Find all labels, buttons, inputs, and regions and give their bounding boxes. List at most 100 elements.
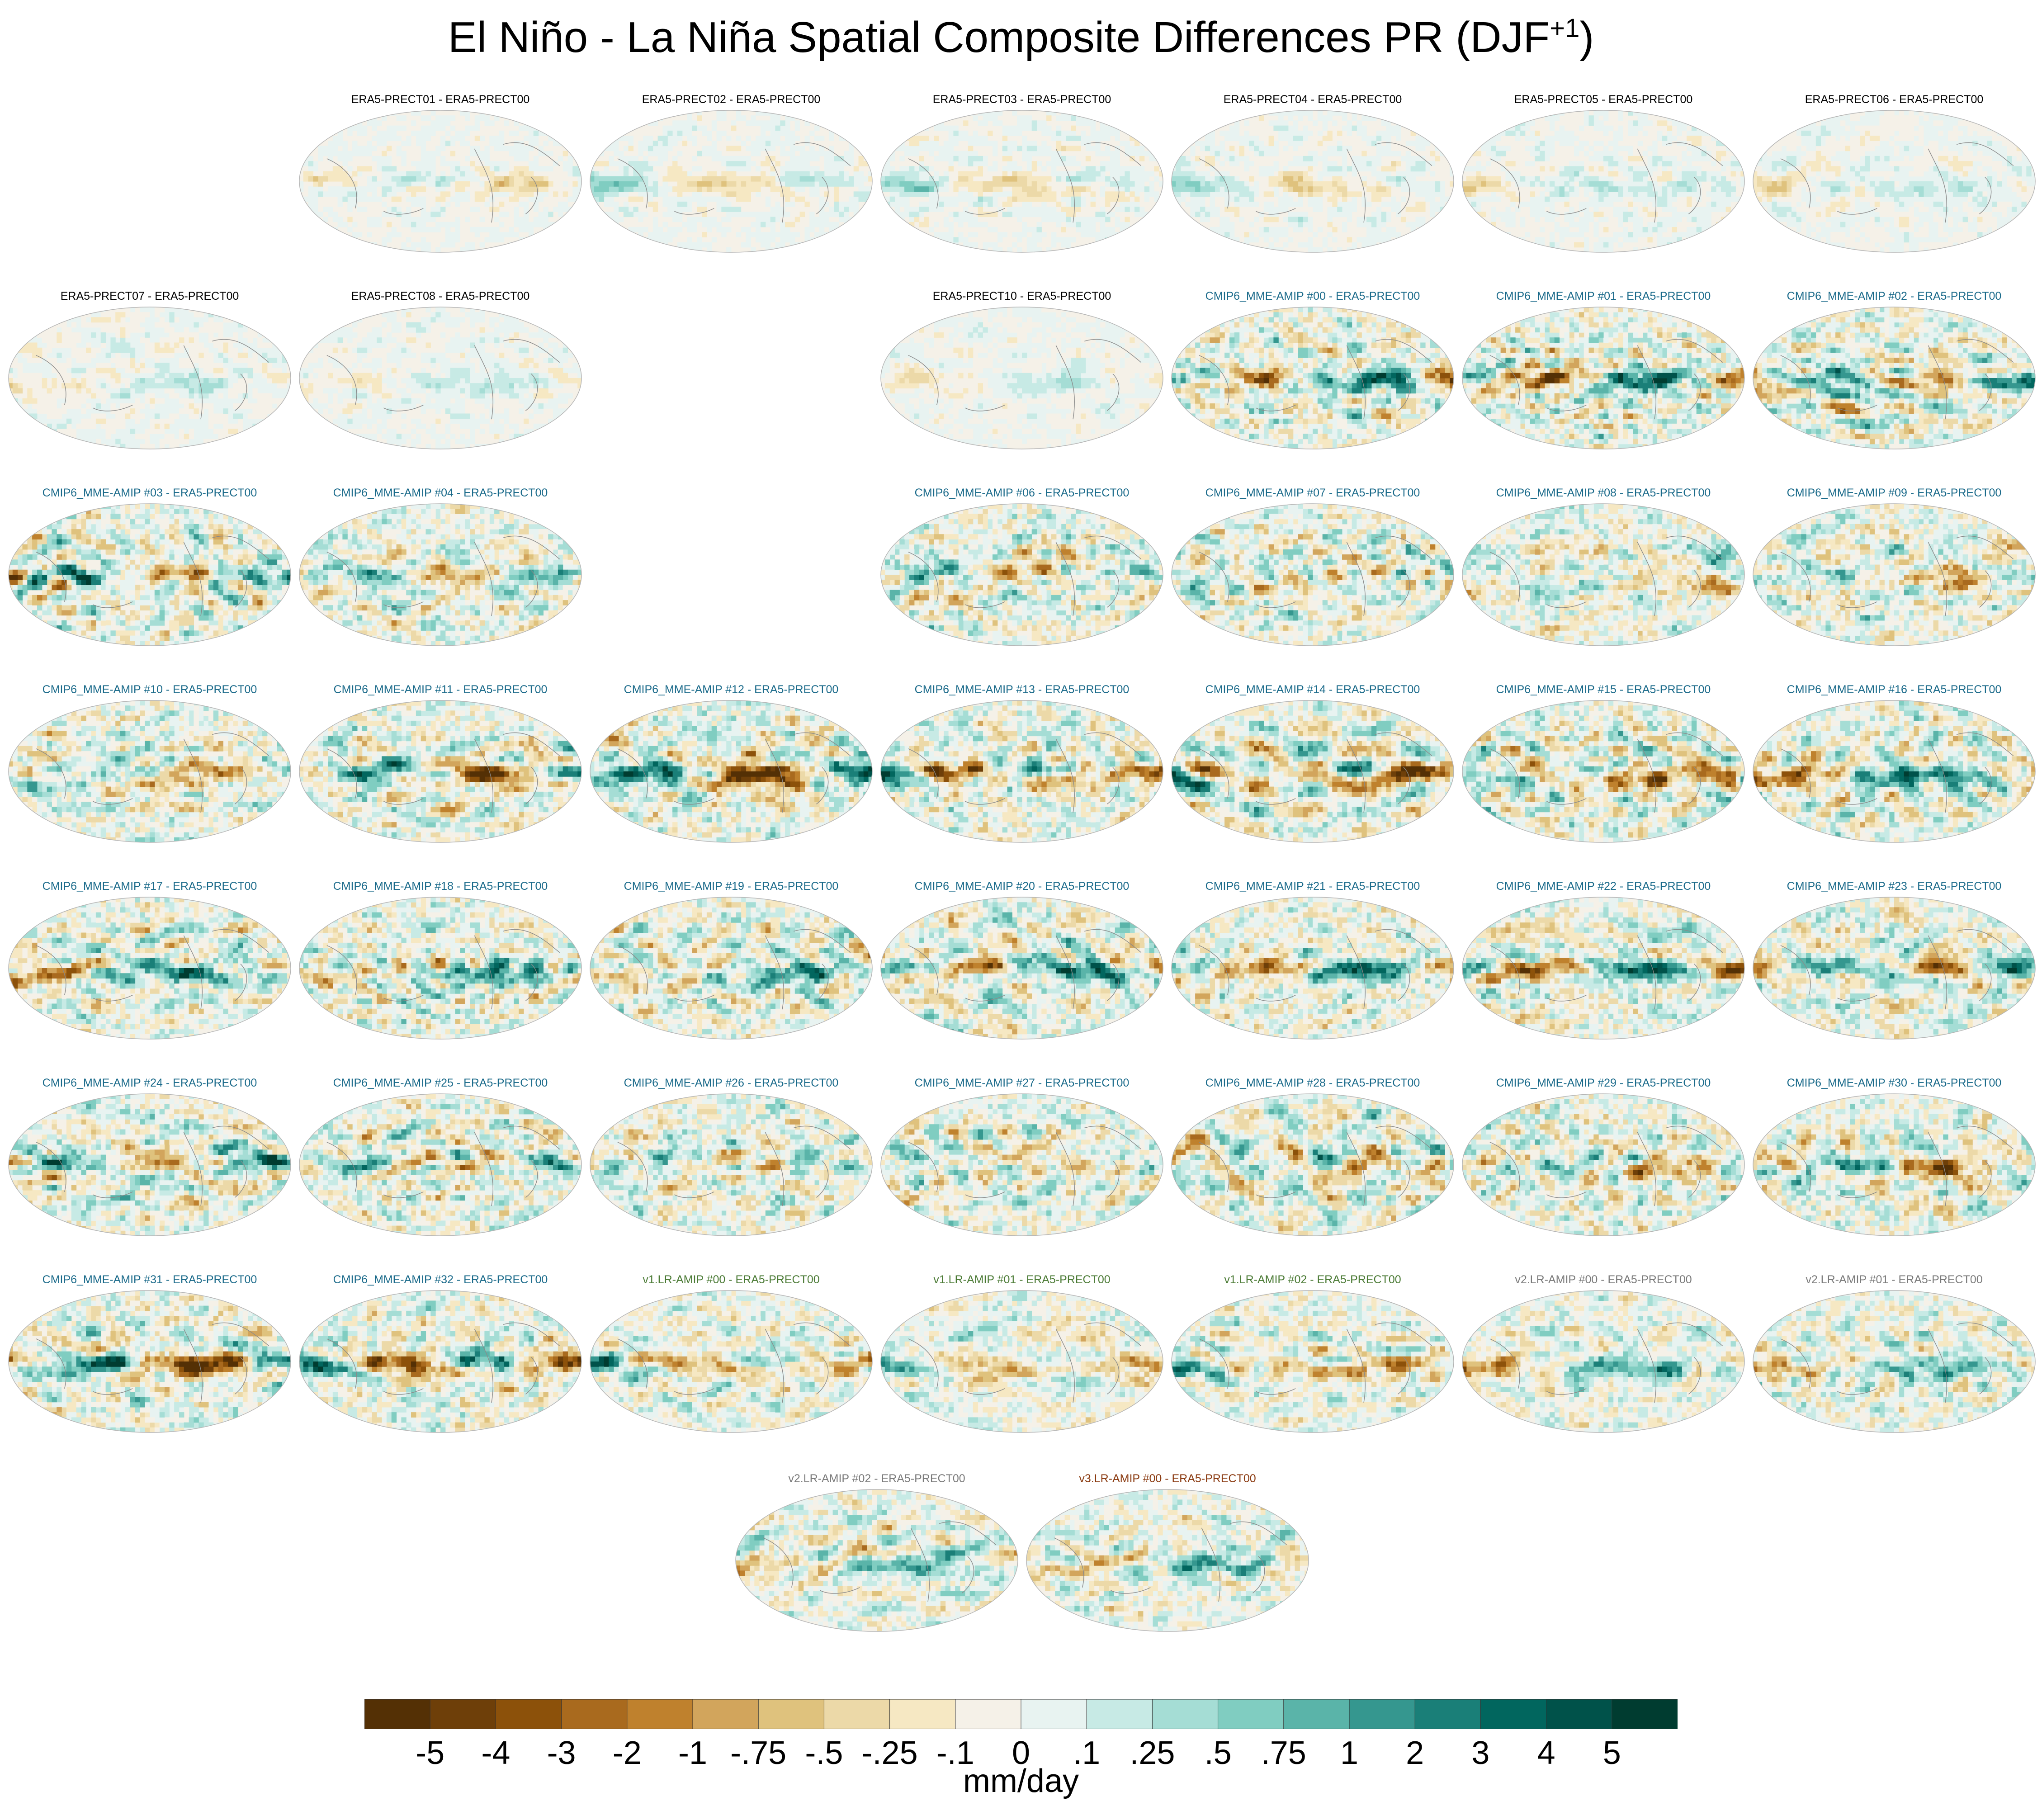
map-field-cells — [1753, 504, 2035, 646]
map-outline — [8, 897, 291, 1040]
panel-label: CMIP6_MME-AMIP #30 - ERA5-PRECT00 — [1787, 1077, 2002, 1089]
panel-label: v1.LR-AMIP #02 - ERA5-PRECT00 — [1224, 1273, 1401, 1286]
colorbar-units: mm/day — [963, 1763, 1079, 1799]
colorbar-swatch — [955, 1699, 1022, 1729]
map-field-cells — [347, 771, 581, 782]
global-map — [735, 1489, 1018, 1632]
map-field-cells — [1175, 1366, 1181, 1372]
map-field-cells — [590, 1094, 872, 1236]
map-field-cells — [125, 958, 228, 984]
global-map — [299, 307, 582, 449]
map-field-cells — [1637, 1170, 1643, 1175]
map-field-cells — [590, 897, 872, 1035]
colorbar-swatch — [627, 1699, 693, 1729]
map-field-cells — [313, 1361, 323, 1372]
map-field-cells — [1466, 897, 1744, 1039]
map-outline — [1026, 1489, 1309, 1632]
global-map — [880, 1290, 1163, 1433]
map-field-cells — [1200, 766, 1431, 777]
map-field-cells — [934, 761, 1159, 792]
map-field-cells — [881, 176, 1081, 202]
global-map — [1753, 700, 2036, 843]
map-field-cells — [1352, 968, 1357, 974]
map-field-cells — [997, 963, 1003, 969]
map-field-cells — [1026, 1489, 1309, 1631]
map-field-cells — [27, 1139, 291, 1201]
global-map — [1753, 307, 2036, 449]
panel-label: CMIP6_MME-AMIP #29 - ERA5-PRECT00 — [1496, 1077, 1711, 1089]
map-field-cells — [1172, 1291, 1454, 1432]
coastline — [1780, 1125, 2014, 1206]
colorbar-swatch — [1612, 1699, 1678, 1729]
map-panel: CMIP6_MME-AMIP #08 - ERA5-PRECT00 — [1460, 486, 1747, 683]
colorbar-swatch — [1086, 1699, 1153, 1729]
map-field-cells — [1462, 524, 1736, 631]
map-field-cells — [1066, 963, 1106, 979]
global-map — [1462, 110, 1745, 253]
map-panel: ERA5-PRECT08 - ERA5-PRECT00 — [297, 289, 584, 486]
map-outline — [1462, 307, 1745, 449]
map-field-cells — [1481, 746, 1526, 782]
map-field-cells — [9, 1094, 291, 1236]
global-map — [299, 503, 582, 646]
map-field-cells — [303, 927, 578, 1024]
map-outline — [590, 700, 873, 843]
map-field-cells — [1762, 358, 2027, 414]
map-outline — [1462, 1093, 1745, 1236]
map-field-cells — [1172, 307, 1454, 449]
panel-label: CMIP6_MME-AMIP #15 - ERA5-PRECT00 — [1496, 683, 1711, 696]
map-field-cells — [9, 1104, 282, 1201]
map-field-cells — [9, 307, 291, 449]
map-field-cells — [1753, 1361, 1811, 1377]
panel-label: CMIP6_MME-AMIP #24 - ERA5-PRECT00 — [42, 1077, 257, 1089]
colorbar-tick-label: 3 — [1471, 1735, 1490, 1771]
map-field-cells — [32, 569, 72, 580]
map-field-cells — [95, 1346, 233, 1372]
map-field-cells — [1172, 1094, 1454, 1236]
map-field-cells — [1462, 307, 1744, 449]
map-panel: CMIP6_MME-AMIP #00 - ERA5-PRECT00 — [1169, 289, 1456, 486]
global-map — [1753, 897, 2036, 1040]
map-field-cells — [9, 1094, 291, 1236]
panel-label: CMIP6_MME-AMIP #13 - ERA5-PRECT00 — [914, 683, 1130, 696]
global-map — [1171, 897, 1454, 1040]
map-field-cells — [590, 700, 872, 842]
coastline — [36, 929, 269, 1010]
map-panel: CMIP6_MME-AMIP #25 - ERA5-PRECT00 — [297, 1076, 584, 1273]
map-field-cells — [12, 383, 81, 394]
map-field-cells — [590, 1291, 872, 1432]
map-panel: CMIP6_MME-AMIP #07 - ERA5-PRECT00 — [1169, 486, 1456, 683]
map-outline — [299, 1093, 582, 1236]
map-field-cells — [9, 700, 291, 842]
map-field-cells — [1647, 776, 1663, 787]
map-field-cells — [881, 771, 890, 782]
panel-label: v1.LR-AMIP #01 - ERA5-PRECT00 — [933, 1273, 1111, 1286]
map-field-cells — [1462, 963, 1682, 979]
map-field-cells — [2011, 963, 2017, 969]
map-panel: CMIP6_MME-AMIP #12 - ERA5-PRECT00 — [588, 683, 874, 879]
map-outline — [1171, 307, 1454, 449]
map-field-cells — [9, 1291, 291, 1432]
map-outline — [8, 1290, 291, 1433]
map-field-cells — [1633, 373, 1677, 388]
coastline — [1199, 142, 1432, 223]
map-panel: v1.LR-AMIP #01 - ERA5-PRECT00 — [879, 1273, 1165, 1470]
map-field-cells — [881, 1291, 1163, 1432]
global-map — [1171, 1290, 1454, 1433]
map-field-cells — [1933, 963, 1938, 969]
map-outline — [880, 110, 1163, 253]
map-field-cells — [1753, 907, 2032, 1039]
map-outline — [1171, 897, 1454, 1040]
panel-label: CMIP6_MME-AMIP #23 - ERA5-PRECT00 — [1787, 880, 2002, 893]
map-field-cells — [1711, 554, 1721, 565]
coastline — [1780, 142, 2014, 223]
map-field-cells — [1317, 1154, 1323, 1160]
map-outline — [8, 307, 291, 449]
coastline — [908, 142, 1142, 223]
global-map — [8, 897, 291, 1040]
coastline — [1489, 929, 1723, 1010]
panel-label: CMIP6_MME-AMIP #27 - ERA5-PRECT00 — [914, 1077, 1130, 1089]
map-panel: CMIP6_MME-AMIP #23 - ERA5-PRECT00 — [1751, 879, 2037, 1076]
panel-label: CMIP6_MME-AMIP #32 - ERA5-PRECT00 — [333, 1273, 548, 1286]
global-map — [1753, 1290, 2036, 1433]
